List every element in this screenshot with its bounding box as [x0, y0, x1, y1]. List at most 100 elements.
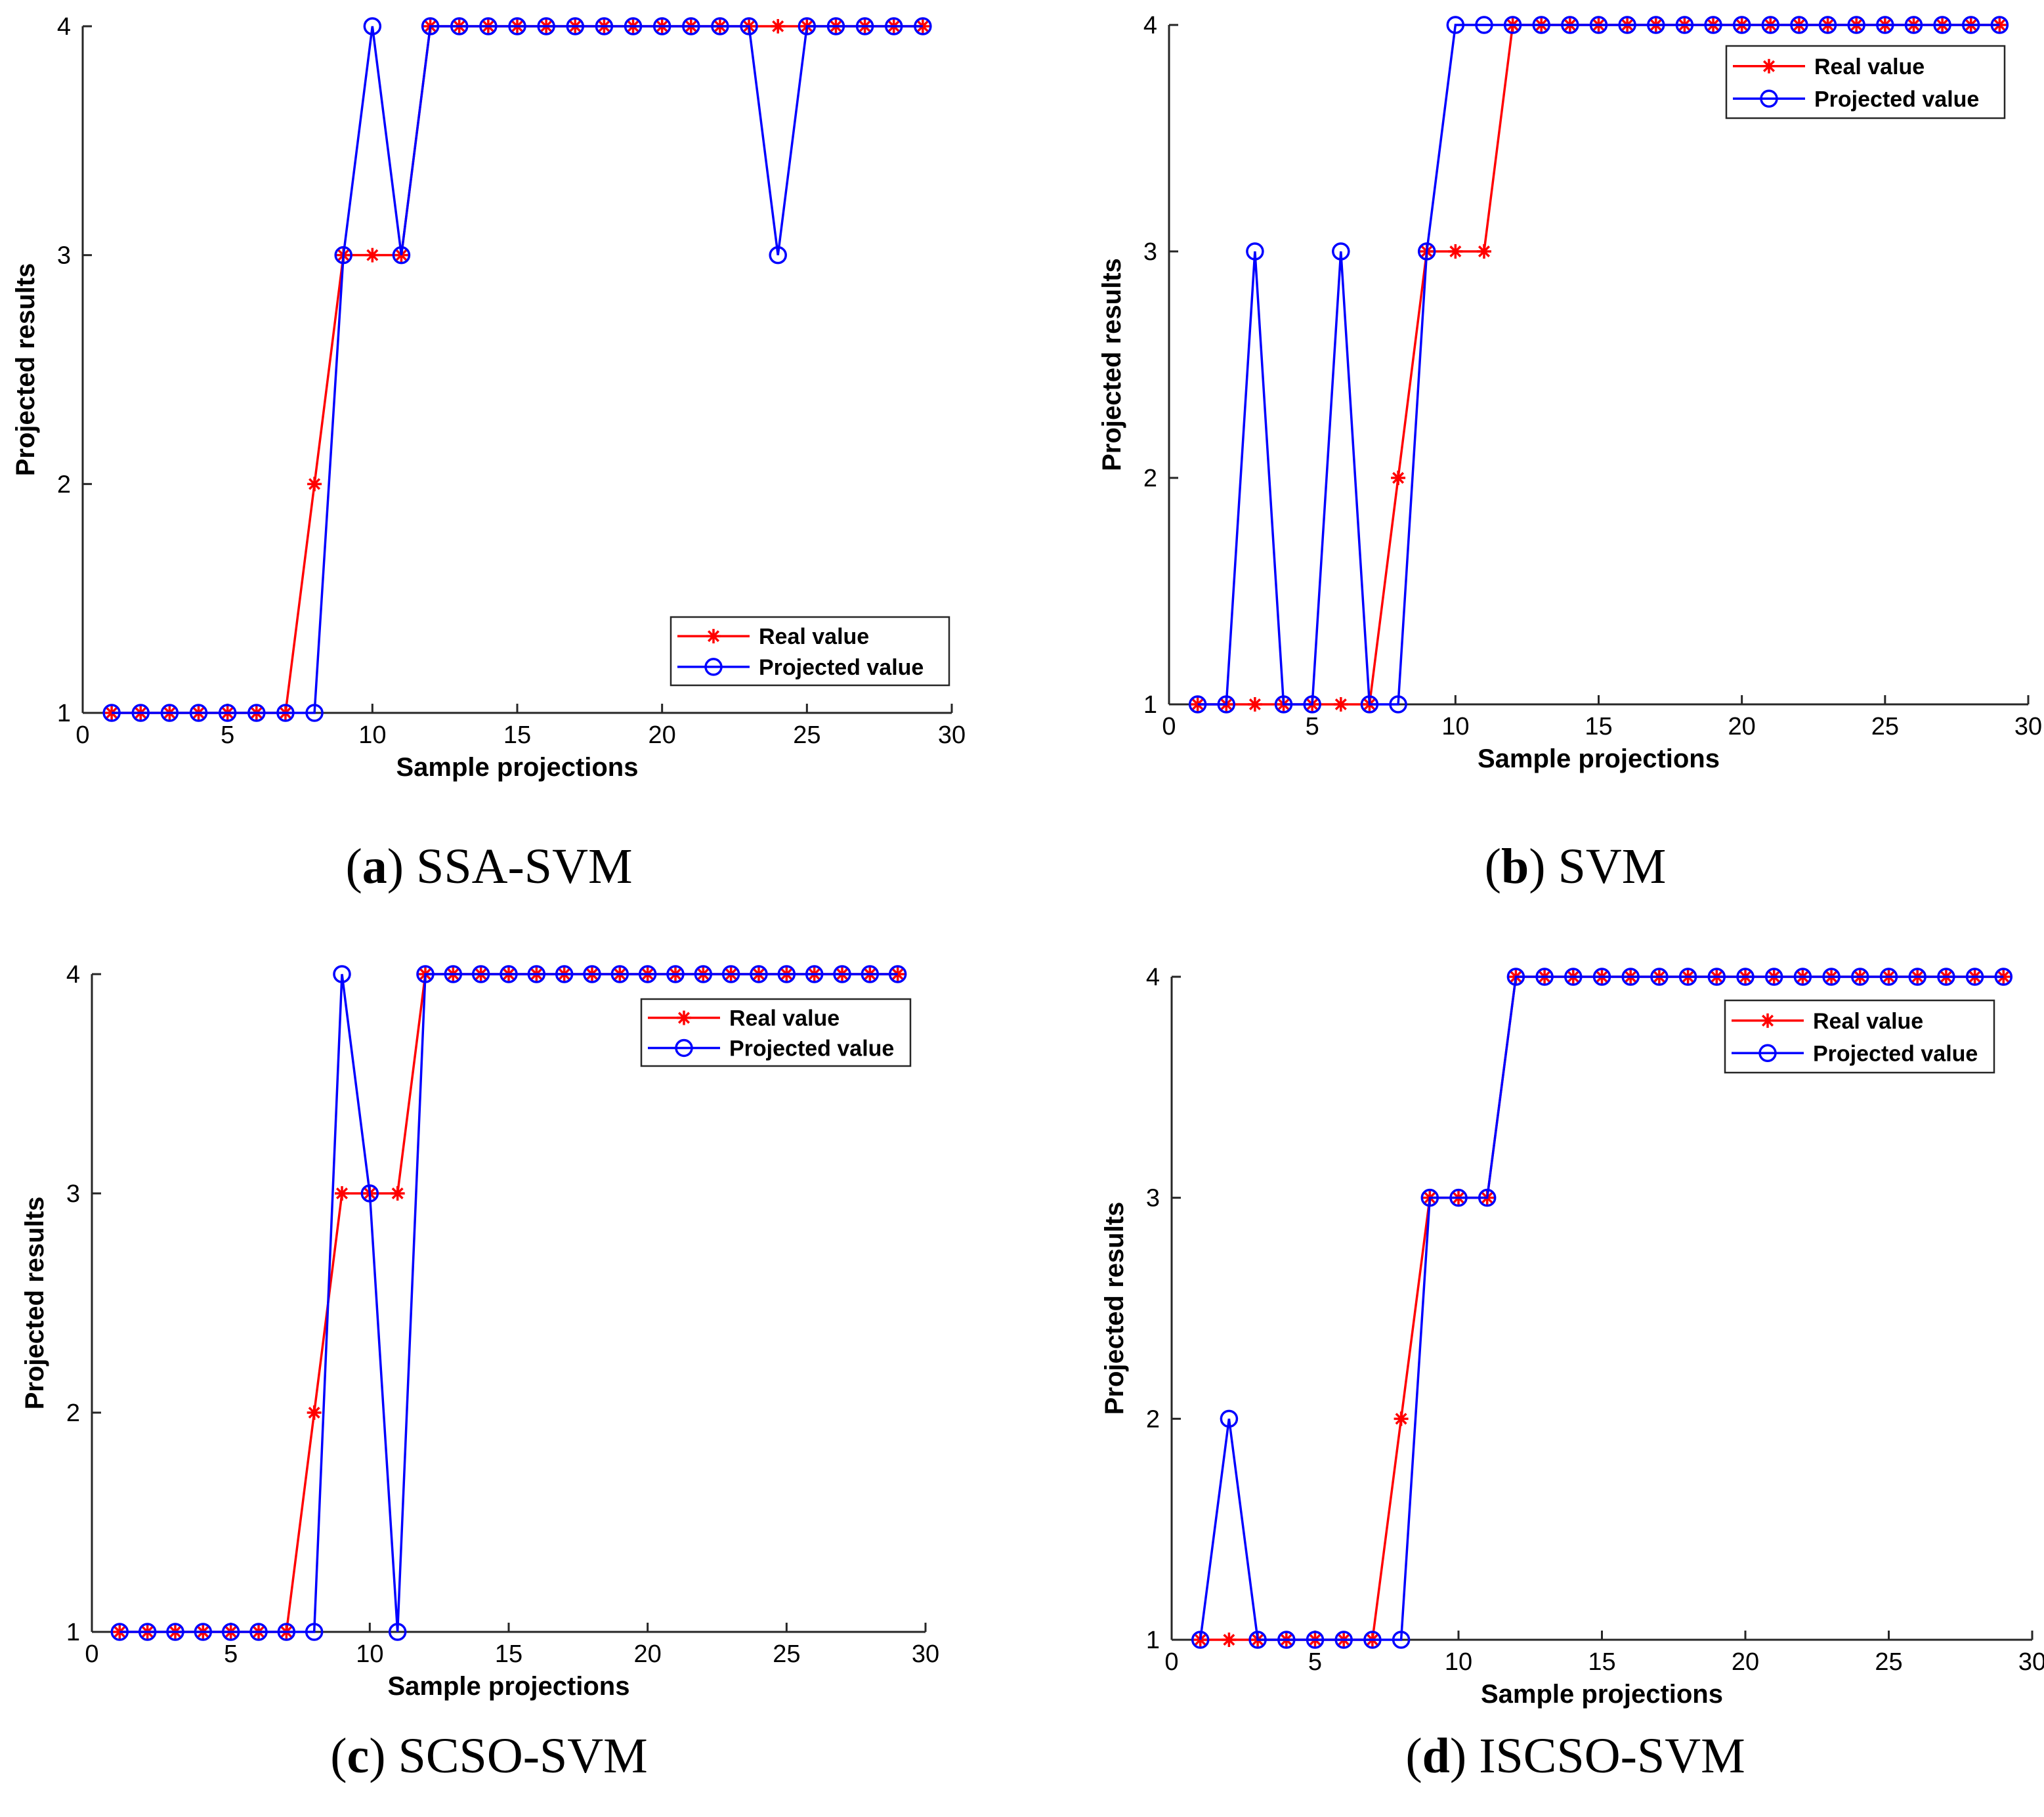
data-point-circle: [595, 17, 614, 35]
y-tick-label: 3: [1143, 238, 1157, 266]
y-axis-label: Projected results: [20, 1197, 49, 1410]
data-point-circle: [1793, 968, 1812, 986]
legend-label: Projected value: [729, 1036, 894, 1061]
data-point-circle: [138, 1623, 157, 1641]
data-point-circle: [624, 17, 643, 35]
data-point-circle: [1621, 968, 1640, 986]
data-point-circle: [805, 965, 824, 983]
data-point-circle: [1707, 968, 1726, 986]
x-tick-label: 5: [1308, 1648, 1322, 1676]
legend-label: Projected value: [1814, 87, 1979, 112]
legend-label: Projected value: [1813, 1041, 1978, 1066]
data-point-circle: [1417, 242, 1436, 261]
x-tick-label: 15: [1588, 1648, 1615, 1676]
series-line: [1199, 975, 2004, 1641]
data-point-circle: [1475, 16, 1493, 34]
data-point-circle: [1961, 16, 1980, 34]
data-point-circle: [914, 17, 932, 35]
y-tick-label: 3: [66, 1180, 80, 1208]
data-point-circle: [305, 1623, 324, 1641]
data-point-circle: [189, 704, 208, 722]
data-point-circle: [888, 965, 907, 983]
x-tick-label: 0: [75, 721, 89, 749]
data-point-asterisk: [771, 19, 786, 33]
chart-panel-b: 0 5 10 15 20 25 30 1 2 3 4 Sample projections Projec…: [1097, 12, 2042, 894]
x-tick-label: 10: [1445, 1648, 1472, 1676]
x-tick-label: 25: [773, 1640, 800, 1668]
y-tick-label: 2: [57, 471, 71, 498]
data-point-circle: [1246, 242, 1264, 261]
data-point-circle: [1736, 968, 1755, 986]
data-point-circle: [1306, 1631, 1325, 1649]
series-projected-value: [102, 17, 932, 722]
x-tick-label: 15: [503, 721, 531, 749]
x-tick-label: 20: [649, 721, 676, 749]
data-point-circle: [276, 704, 295, 722]
x-tick-label: 20: [634, 1640, 662, 1668]
chart-panel-a: 0 5 10 15 20 25 30 1 2 3 4 Sample projections Projec…: [11, 13, 966, 894]
data-point-circle: [1589, 16, 1608, 34]
y-tick-label: 1: [66, 1619, 80, 1646]
data-point-circle: [1561, 16, 1579, 34]
data-point-circle: [652, 17, 671, 35]
x-tick-label: 25: [1875, 1648, 1902, 1676]
data-point-asterisk: [1247, 697, 1262, 712]
x-tick-label: 5: [1306, 713, 1319, 740]
data-point-circle: [527, 965, 546, 983]
x-axis-label: Sample projections: [1481, 1680, 1723, 1709]
series-line: [112, 25, 923, 714]
x-tick-label: 0: [85, 1640, 98, 1668]
y-tick-label: 3: [57, 242, 71, 270]
data-point-circle: [566, 17, 585, 35]
data-point-circle: [1389, 695, 1407, 714]
data-point-circle: [711, 17, 729, 35]
data-point-circle: [1303, 695, 1321, 714]
data-point-circle: [1363, 1631, 1382, 1649]
data-point-circle: [1650, 968, 1669, 986]
data-point-circle: [861, 965, 880, 983]
data-point-circle: [1851, 968, 1869, 986]
panel-caption: (d) ISCSO-SVM: [1405, 1728, 1745, 1784]
y-tick-label: 4: [1143, 12, 1157, 39]
legend-label: Projected value: [759, 655, 924, 680]
legend-marker-circle: [1758, 1044, 1777, 1063]
data-point-circle: [1217, 695, 1236, 714]
data-point-circle: [1248, 1631, 1267, 1649]
legend-label: Real value: [729, 1006, 840, 1031]
data-point-circle: [1592, 968, 1611, 986]
data-point-circle: [1274, 695, 1293, 714]
series-line: [1200, 975, 2004, 1641]
data-point-asterisk: [390, 1186, 405, 1201]
y-axis-label: Projected results: [11, 263, 40, 477]
legend-marker-circle: [1760, 89, 1778, 108]
data-point-circle: [1904, 16, 1923, 34]
x-tick-label: 10: [356, 1640, 383, 1668]
data-point-circle: [1790, 16, 1808, 34]
data-point-circle: [1535, 968, 1554, 986]
data-point-circle: [1876, 16, 1894, 34]
data-point-circle: [388, 1623, 407, 1641]
y-tick-label: 3: [1146, 1185, 1160, 1212]
legend: Real value Projected value: [670, 616, 950, 687]
data-point-circle: [638, 965, 657, 983]
data-point-circle: [1764, 968, 1783, 986]
data-point-circle: [1360, 695, 1379, 714]
x-tick-label: 10: [358, 721, 386, 749]
legend-label: Real value: [1814, 54, 1925, 79]
legend: Real value Projected value: [640, 998, 912, 1067]
data-point-circle: [750, 965, 768, 983]
legend-marker-asterisk: [677, 1010, 691, 1025]
data-point-circle: [826, 17, 845, 35]
data-point-circle: [392, 246, 411, 265]
data-point-circle: [583, 965, 601, 983]
data-point-circle: [1933, 16, 1951, 34]
series-real-value: [112, 967, 905, 1639]
legend-marker-circle: [675, 1038, 693, 1058]
data-point-circle: [131, 704, 150, 722]
data-point-circle: [160, 704, 179, 722]
data-point-circle: [1994, 968, 2013, 986]
x-tick-label: 10: [1441, 713, 1469, 740]
data-point-circle: [1761, 16, 1780, 34]
data-point-circle: [334, 246, 352, 265]
